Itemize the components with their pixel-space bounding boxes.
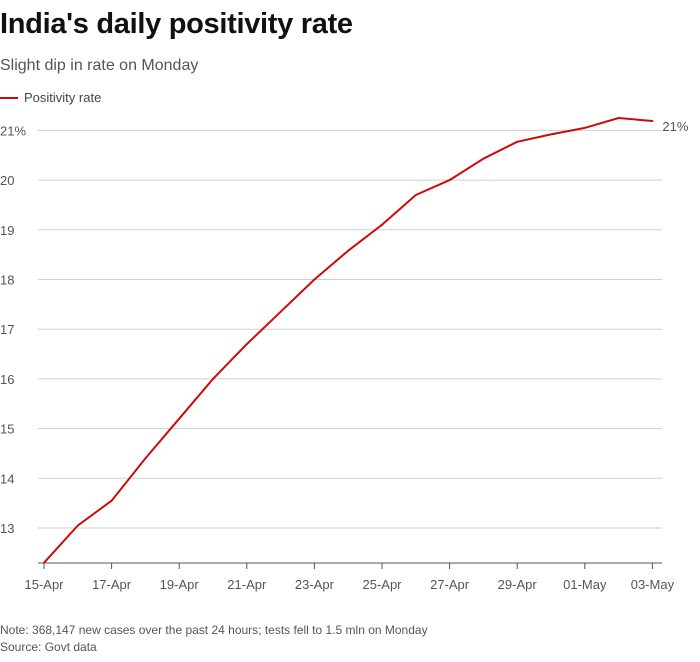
- x-tick-label: 19-Apr: [160, 577, 200, 592]
- y-tick-label: 19: [0, 223, 14, 238]
- chart-source: Source: Govt data: [0, 640, 97, 654]
- legend-label: Positivity rate: [24, 90, 102, 105]
- y-tick-label: 13: [0, 521, 14, 536]
- x-tick-label: 15-Apr: [24, 577, 64, 592]
- legend: Positivity rate: [0, 90, 101, 105]
- chart-note: Note: 368,147 new cases over the past 24…: [0, 623, 428, 637]
- legend-swatch: [0, 96, 18, 99]
- x-tick-label: 03-May: [631, 577, 675, 592]
- x-tick-label: 25-Apr: [362, 577, 402, 592]
- x-tick-label: 21-Apr: [227, 577, 267, 592]
- x-tick-label: 23-Apr: [295, 577, 335, 592]
- y-tick-label: 14: [0, 471, 14, 486]
- end-value-label: 21%: [662, 119, 688, 134]
- line-chart: 13 14 15 16 17 18 19 20 21% 15-Apr 17-Apr 19-Apr 21-…: [0, 117, 689, 592]
- x-tick-label: 17-Apr: [92, 577, 132, 592]
- chart-subtitle: Slight dip in rate on Monday: [0, 57, 199, 74]
- x-tick-label: 01-May: [563, 577, 607, 592]
- series-line-positivity-rate: [43, 117, 654, 564]
- y-tick-label: 18: [0, 273, 14, 288]
- y-tick-label: 21%: [0, 123, 26, 138]
- y-tick-label: 15: [0, 422, 14, 437]
- y-tick-label: 16: [0, 372, 14, 387]
- y-tick-label: 17: [0, 322, 14, 337]
- y-tick-label: 20: [0, 173, 14, 188]
- chart-title: India's daily positivity rate: [0, 8, 353, 40]
- x-tick-label: 27-Apr: [430, 577, 470, 592]
- x-tick-label: 29-Apr: [498, 577, 538, 592]
